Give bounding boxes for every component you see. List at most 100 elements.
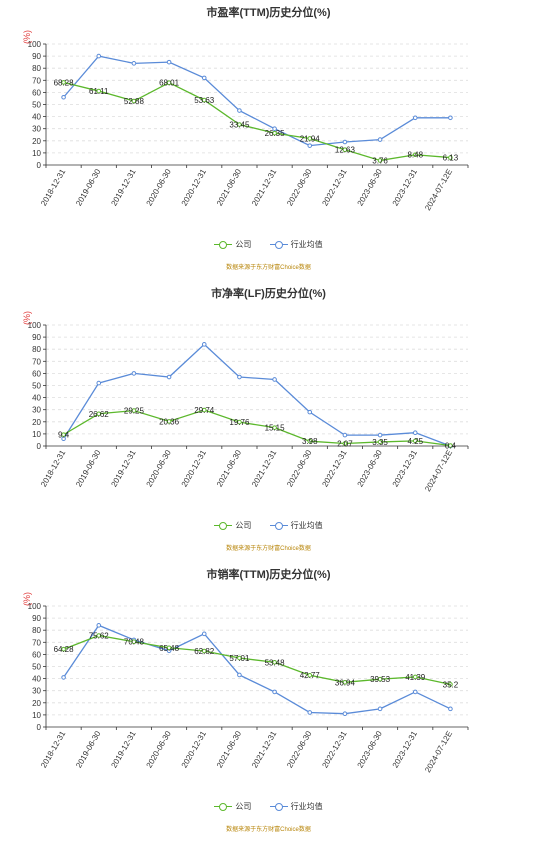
chart-title: 市销率(TTM)历史分位(%) <box>206 569 331 581</box>
y-tick-label: 60 <box>32 650 41 659</box>
company-data-point <box>412 674 418 680</box>
company-data-label: 65.48 <box>159 644 180 653</box>
company-data-point <box>412 152 418 158</box>
x-tick-label: 2023-12-31 <box>391 167 420 207</box>
industry-data-point <box>307 710 313 715</box>
industry-data-point <box>272 689 277 695</box>
legend-item-company[interactable]: 公司 <box>214 801 251 812</box>
legend-item-industry[interactable]: 行业均值 <box>269 801 323 812</box>
company-series-line <box>63 81 451 162</box>
industry-data-point <box>448 115 453 121</box>
x-tick-label: 2021-06-30 <box>215 167 244 207</box>
y-tick-label: 50 <box>32 101 41 110</box>
company-data-point <box>448 443 453 448</box>
legend-line-icon <box>214 802 233 812</box>
company-data-point <box>307 136 313 141</box>
x-tick-label: 2018-12-31 <box>39 729 68 769</box>
source-note: 数据来源于东方财富Choice数据 <box>226 827 311 833</box>
y-tick-label: 30 <box>32 687 41 696</box>
y-tick-label: 20 <box>32 137 41 146</box>
x-tick-label: 2023-06-30 <box>356 448 385 488</box>
company-data-label: 2.07 <box>337 439 353 448</box>
company-data-label: 62.82 <box>194 647 215 656</box>
company-data-label: 53.63 <box>194 96 215 105</box>
source-note: 数据来源于东方财富Choice数据 <box>226 546 311 552</box>
x-tick-label: 2020-12-31 <box>180 729 209 769</box>
company-data-label: 3.98 <box>302 437 318 446</box>
company-data-point <box>166 80 172 86</box>
legend-item-company[interactable]: 公司 <box>214 239 251 250</box>
y-tick-label: 70 <box>32 638 41 647</box>
source-note: 数据来源于东方财富Choice数据 <box>226 265 311 271</box>
x-tick-label: 2020-12-31 <box>180 448 209 488</box>
y-tick-label: 50 <box>32 382 41 391</box>
ps-chart-panel: 市销率(TTM)历史分位(%) (%) 0 10 20 30 40 50 60 70 80 90 1… <box>0 562 537 843</box>
company-data-label: 41.39 <box>405 673 426 682</box>
industry-data-point <box>61 675 66 680</box>
company-data-label: 19.76 <box>229 418 250 427</box>
y-tick-label: 90 <box>32 614 41 623</box>
industry-data-point <box>412 430 418 435</box>
company-data-label: 4.25 <box>407 437 423 446</box>
x-tick-label: 2020-06-30 <box>145 729 174 769</box>
chart-title: 市净率(LF)历史分位(%) <box>211 288 326 300</box>
y-tick-label: 60 <box>32 88 41 97</box>
industry-data-point <box>377 137 383 142</box>
industry-data-point <box>342 139 348 145</box>
company-data-point <box>412 438 418 444</box>
y-tick-label: 40 <box>32 394 41 403</box>
legend-item-industry[interactable]: 行业均值 <box>269 520 323 531</box>
y-tick-label: 40 <box>32 675 41 684</box>
industry-data-point <box>61 94 66 100</box>
y-tick-label: 10 <box>32 149 41 158</box>
x-tick-label: 2019-06-30 <box>74 729 103 769</box>
company-data-label: 26.62 <box>89 410 110 419</box>
company-data-label: 75.62 <box>89 631 110 640</box>
company-data-point <box>131 639 137 645</box>
company-data-label: 36.94 <box>335 678 356 687</box>
x-tick-label: 2020-06-30 <box>145 167 174 207</box>
x-tick-label: 2021-06-30 <box>215 448 244 488</box>
x-tick-label: 2019-06-30 <box>74 167 103 207</box>
x-tick-label: 2022-12-31 <box>320 729 349 769</box>
industry-series-line <box>63 624 451 715</box>
industry-data-point <box>237 374 242 380</box>
x-tick-label: 2019-06-30 <box>74 448 103 488</box>
industry-data-point <box>96 623 102 628</box>
x-tick-label: 2021-12-31 <box>250 448 279 488</box>
industry-data-point <box>96 53 102 59</box>
industry-data-point <box>342 432 348 438</box>
y-tick-label: 70 <box>32 357 41 366</box>
x-tick-label: 2022-12-31 <box>320 448 349 488</box>
y-tick-label: 10 <box>32 711 41 720</box>
y-tick-label: 90 <box>32 333 41 342</box>
industry-data-point <box>307 409 313 415</box>
legend-line-icon <box>269 802 288 812</box>
company-data-label: 29.74 <box>194 406 215 415</box>
x-tick-label: 2018-12-31 <box>39 448 68 488</box>
legend-line-icon <box>214 521 233 531</box>
company-data-label: 3.76 <box>372 156 388 165</box>
x-tick-label: 2023-06-30 <box>356 729 385 769</box>
industry-data-point <box>237 672 242 678</box>
y-tick-label: 90 <box>32 52 41 61</box>
industry-data-point <box>237 108 242 113</box>
company-data-point <box>96 633 102 638</box>
x-tick-label: 2022-06-30 <box>285 167 314 207</box>
industry-data-point <box>131 371 137 376</box>
x-tick-label: 2019-12-31 <box>109 167 138 207</box>
company-data-label: 42.77 <box>300 671 321 680</box>
company-data-label: 61.11 <box>89 87 109 96</box>
legend-item-industry[interactable]: 行业均值 <box>269 239 323 250</box>
legend-item-company[interactable]: 公司 <box>214 520 251 531</box>
x-tick-label: 2021-12-31 <box>250 729 279 769</box>
ps-chart-plot: 0 10 20 30 40 50 60 70 80 90 100 2018-12-31 2019-06-… <box>28 602 469 774</box>
industry-data-point <box>96 380 102 386</box>
chart-legend: 公司 行业均值 <box>0 239 537 252</box>
company-data-point <box>61 432 66 437</box>
x-tick-label: 2021-12-31 <box>250 167 279 207</box>
company-data-point <box>377 158 383 163</box>
industry-data-point <box>201 631 207 637</box>
y-tick-label: 40 <box>32 113 41 122</box>
x-tick-label: 2024-07-12E <box>423 168 454 213</box>
